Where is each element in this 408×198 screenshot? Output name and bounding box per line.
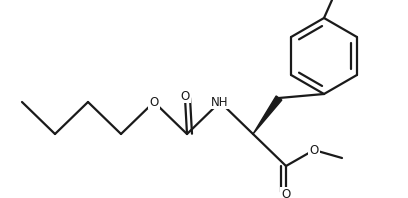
Text: NH: NH xyxy=(211,95,229,109)
Text: O: O xyxy=(180,89,190,103)
Text: O: O xyxy=(282,188,290,198)
Text: O: O xyxy=(149,95,159,109)
Polygon shape xyxy=(253,96,282,134)
Text: O: O xyxy=(309,144,319,156)
